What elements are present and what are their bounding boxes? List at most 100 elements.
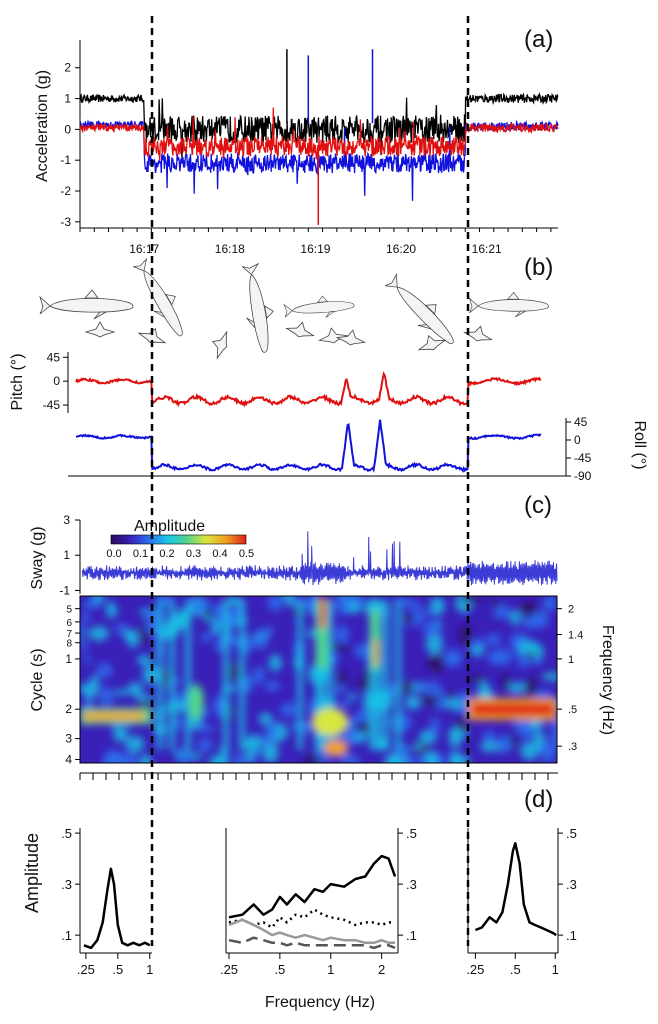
y-tick-label: 3 [65,732,72,746]
heat-cell [227,663,243,682]
shark-front-icon [285,321,315,338]
heat-cell [102,752,125,763]
y-tick-label: 0 [53,374,60,388]
heat-cell [404,757,420,763]
heat-cell [80,641,88,652]
heat-cell [443,698,464,710]
heat-cell [427,654,446,673]
shark-front-icon [335,329,367,346]
shark-fin [264,305,274,319]
heat-cell [479,741,500,752]
heat-cell [98,686,115,706]
heat-cell [127,629,139,649]
heat-streak [223,600,229,750]
shark-body [143,270,183,337]
y-tick-label: 1 [65,652,72,666]
y-tick-label: 45 [47,350,61,364]
heat-cell [354,710,373,723]
heat-streak [375,600,381,750]
heat-cell [208,755,230,763]
heat-cell [136,655,153,666]
y-tick-label: .5 [61,826,72,841]
wavelet-y2label: Frequency (Hz) [599,625,616,735]
heat-cell [262,741,279,763]
heat-cell [422,621,442,637]
heat-streak [395,600,401,750]
heat-cell [263,626,274,635]
heat-cell [267,596,283,612]
x-tick-label: .5 [510,962,521,977]
y-tick-label: 1 [64,92,71,106]
colorbar-tick-label: 0.4 [212,548,227,560]
x-tick-label: 1 [552,962,559,977]
x-tick-label: .25 [220,962,238,977]
y-tick-label: -3 [60,215,71,229]
heat-cell [334,683,346,695]
shark-pectoral [325,311,336,318]
shark-front-body [463,325,493,342]
heat-cell [519,601,539,617]
y2-tick-label: .5 [566,826,577,841]
y-tick-label: -45 [43,398,61,412]
heat-cell [164,701,187,713]
shark-tail [133,257,148,272]
y-tick-label: .1 [61,928,72,943]
y-tick-label: 2 [64,61,71,75]
heat-cell [405,601,423,610]
y-tick-label: 3 [63,513,70,527]
heat-cell [255,628,267,650]
shark-icon [468,291,549,318]
shark-pectoral [515,310,527,318]
series-line [81,531,558,586]
heat-cell [524,677,538,697]
shark-icon [283,295,355,318]
heat-streak [169,600,175,750]
heat-cell [390,712,412,733]
heat-hotspot [324,740,348,756]
shark-pectoral [246,317,256,330]
heat-cell [134,694,154,701]
heat-cell [398,681,413,694]
heat-cell [196,725,216,733]
y2-tick-label: 1 [568,654,574,666]
heat-hotspot [188,684,204,720]
heat-cell [81,656,93,663]
heat-cell [127,682,144,697]
y2-tick-label: 1.4 [568,630,583,642]
series-line [75,371,542,408]
heat-streak [383,600,389,750]
x-tick-label: 16:20 [386,242,416,256]
heat-cell [125,735,145,753]
shark-fin [165,293,176,306]
x-tick-label: 16:18 [215,242,245,256]
heat-streak [369,600,375,750]
colorbar [110,534,247,545]
shark-front-icon [317,327,349,344]
shark-icon [242,262,274,353]
colorbar-title: Amplitude [134,518,205,535]
heat-cell [487,633,502,647]
heat-cell [89,625,109,641]
y-tick-label: 5 [66,605,72,616]
shark-front-icon [417,334,447,351]
shark-body [291,301,355,314]
heat-cell [448,653,458,665]
heat-cell [80,683,90,694]
heat-streak [185,600,191,750]
heat-cell [550,725,557,748]
heat-cell [507,682,529,694]
heat-cell [405,695,421,710]
shark-body [396,286,454,345]
shark-front-icon [211,330,228,360]
shark-tail [283,303,293,318]
panel-c: Amplitude 0.0 0.1 0.2 0.3 0.4 0.5 3 1 -1 Sway (… [29,513,616,780]
panel-label-c: (c) [524,492,552,519]
shark-tail [39,295,51,315]
y-tick-label: -45 [574,451,592,465]
heat-cell [384,754,399,763]
panel-label-d: (d) [524,786,553,813]
heat-cell [530,657,542,665]
heat-cell [491,648,513,666]
heat-cell [347,693,358,701]
heat-cell [425,632,444,655]
